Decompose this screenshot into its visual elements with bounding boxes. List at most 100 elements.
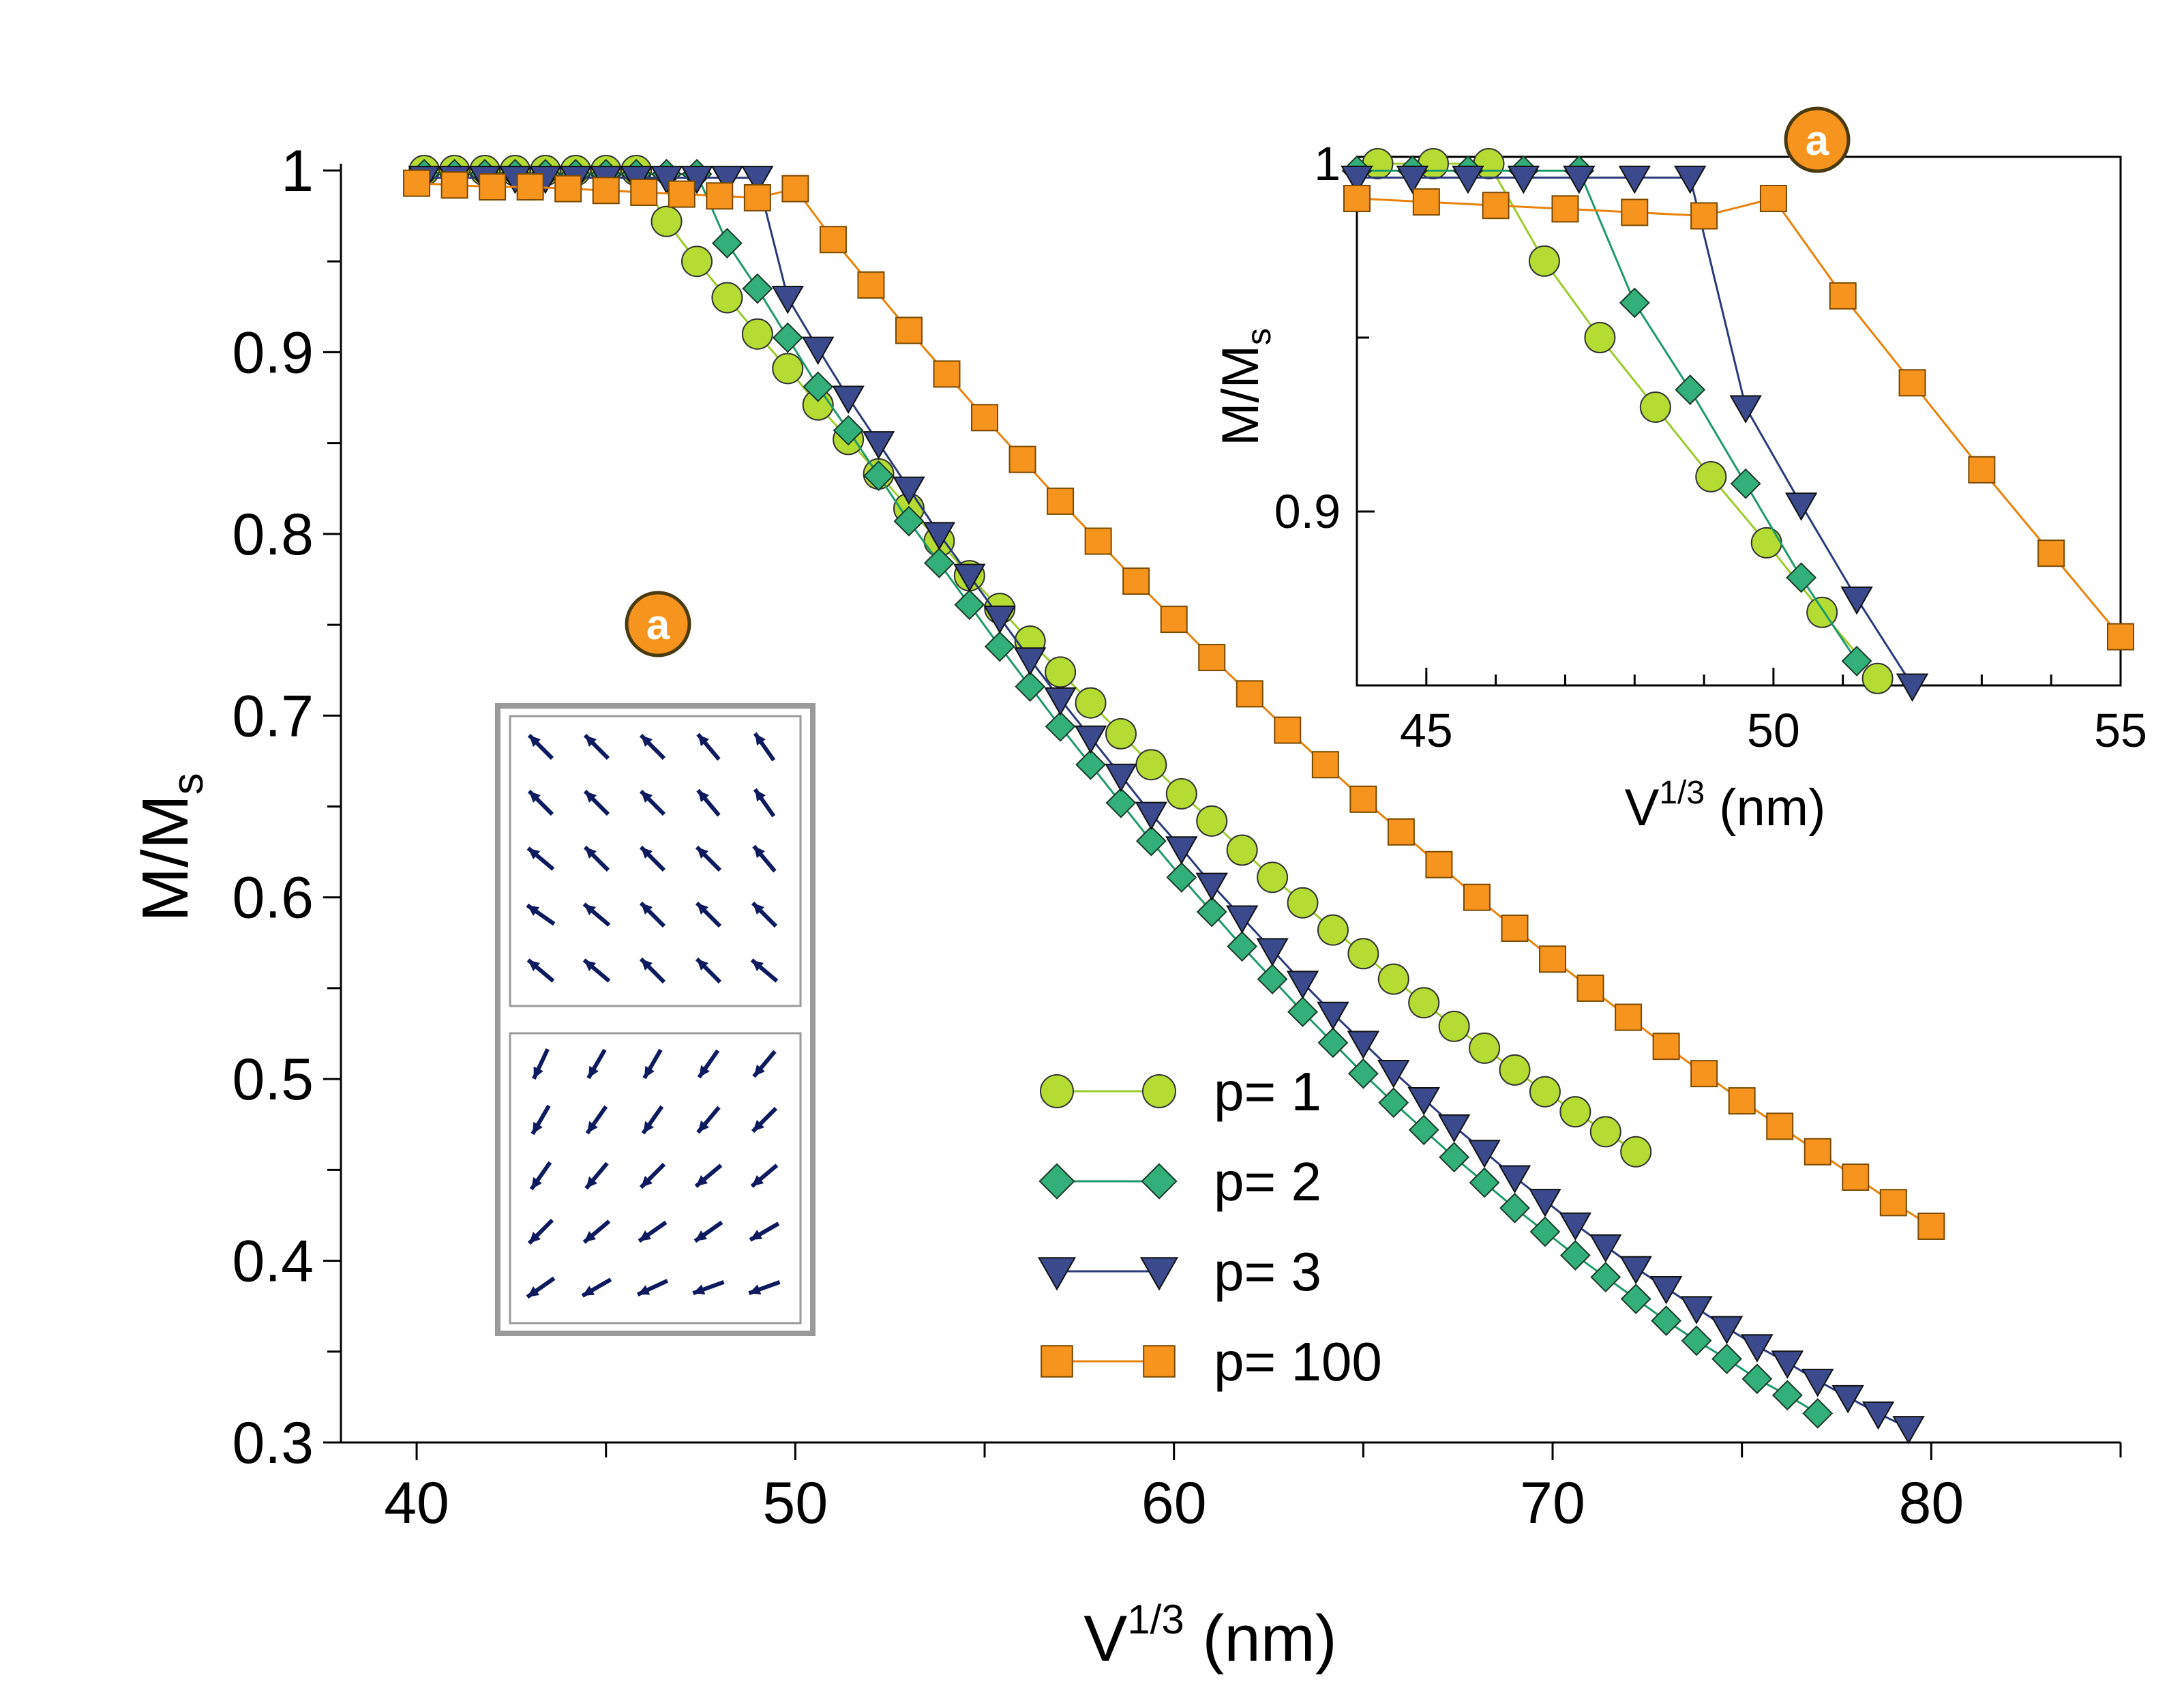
vector-arrow [639, 733, 666, 760]
inset-data-point [1784, 492, 1818, 521]
main-y-tick-label: 0.5 [232, 1047, 314, 1112]
inset-data-point [1861, 662, 1894, 694]
main-data-point [1529, 1189, 1561, 1217]
main-data-point [1771, 1380, 1803, 1411]
main-data-point [971, 404, 999, 432]
main-data-point [1589, 1116, 1621, 1148]
main-data-point [819, 226, 847, 254]
main-data-point [772, 353, 804, 385]
inset-data-point [1563, 165, 1596, 194]
main-data-point [680, 166, 713, 194]
inset-x-tick-label: 45 [1400, 704, 1453, 757]
inset-data-point [1482, 192, 1510, 220]
main-data-point [1651, 1305, 1682, 1336]
main-data-point [1044, 687, 1077, 716]
main-data-point [1225, 905, 1259, 934]
inset-data-point [1452, 165, 1484, 194]
main-data-point [772, 322, 803, 353]
vector-arrow [584, 1161, 609, 1190]
badge-inset-circle [1784, 106, 1851, 173]
main-data-point [893, 476, 925, 505]
inset-x-axis-label: V1/3 (nm) [1625, 775, 1826, 837]
legend: p= 1 p= 2 p= 3 p= 100 [1037, 1061, 1382, 1392]
main-ticks: 40 50 60 70 80 0.3 0.4 0.5 0.6 0.7 0.8 0.9 1 [232, 138, 2122, 1536]
main-data-point [1347, 1031, 1380, 1059]
vector-arrow [582, 1219, 611, 1244]
inset-data-point [1968, 456, 1996, 484]
main-data-point [1015, 671, 1046, 702]
main-data-point [1274, 716, 1302, 744]
main-data-point [1075, 749, 1106, 780]
vector-arrow [527, 789, 554, 816]
main-data-point [1690, 1060, 1718, 1088]
main-data-point [954, 589, 985, 621]
vector-arrow [529, 1161, 552, 1191]
main-data-point [403, 169, 431, 197]
main-data-point [893, 505, 925, 537]
main-data-point [1347, 1058, 1379, 1089]
main-data-point [1879, 1189, 1907, 1217]
inset-y-axis-label: M/Ms [1212, 328, 1278, 446]
inset-series-group [1341, 148, 2134, 702]
inset-data-point [1343, 185, 1371, 212]
main-data-point [863, 460, 894, 492]
inset-data-point [1621, 198, 1649, 226]
vector-arrow [526, 1276, 556, 1299]
main-data-point [1539, 945, 1567, 973]
inset-data-point [1690, 202, 1718, 230]
main-data-point [1499, 1054, 1531, 1086]
main-data-point [650, 205, 683, 237]
vector-arrow [692, 1279, 725, 1296]
vector-arrow [696, 732, 721, 761]
main-data-point [1135, 825, 1167, 857]
main-data-point [1166, 861, 1197, 893]
main-data-point [1084, 527, 1112, 555]
main-data-point [1649, 1276, 1683, 1305]
main-data-point [1105, 763, 1137, 793]
inset-data-point [1841, 645, 1872, 677]
main-data-point [1559, 1240, 1591, 1271]
main-data-point [1013, 647, 1047, 676]
inset-data-point [1896, 673, 1929, 702]
vector-arrow [695, 957, 722, 984]
main-data-point [1615, 1003, 1643, 1031]
legend-label: p= 1 [1214, 1061, 1321, 1122]
vector-arrow [697, 1049, 720, 1079]
main-data-point [711, 282, 743, 314]
vector-arrow [639, 789, 666, 816]
vector-arrow [748, 1279, 781, 1296]
badge-main-label: a [646, 602, 670, 649]
main-data-point [1195, 872, 1228, 902]
inset-data-point [1898, 369, 1926, 397]
main-data-point [650, 166, 683, 194]
main-x-tick-label: 80 [1899, 1470, 1964, 1536]
main-data-point [1198, 644, 1226, 672]
main-data-point [1407, 1086, 1440, 1116]
vector-arrow [582, 958, 611, 983]
vector-arrow [639, 845, 666, 872]
badge-inset: a [1784, 106, 1851, 173]
vector-arrow [636, 1279, 669, 1297]
main-data-point [1317, 914, 1349, 946]
vector-arrow [694, 1164, 723, 1188]
main-data-point [1105, 717, 1137, 750]
main-data-point [1408, 1114, 1439, 1146]
inset-data-point [2037, 539, 2065, 567]
main-data-point [833, 415, 864, 446]
main-data-point [554, 175, 582, 203]
main-data-point [857, 271, 885, 299]
main-data-point [923, 548, 955, 578]
main-data-point [516, 173, 544, 201]
main-data-point [1711, 1344, 1742, 1374]
main-data-point [1287, 996, 1318, 1027]
main-data-point [983, 605, 1016, 634]
legend-label: p= 3 [1214, 1241, 1321, 1302]
legend-marker [1041, 1345, 1073, 1378]
vector-arrow [696, 788, 721, 817]
main-x-tick-label: 50 [763, 1470, 828, 1536]
inset-data-point [1730, 468, 1761, 499]
main-data-point [1075, 687, 1107, 719]
main-data-point [933, 360, 961, 388]
main-data-point [1045, 656, 1077, 688]
